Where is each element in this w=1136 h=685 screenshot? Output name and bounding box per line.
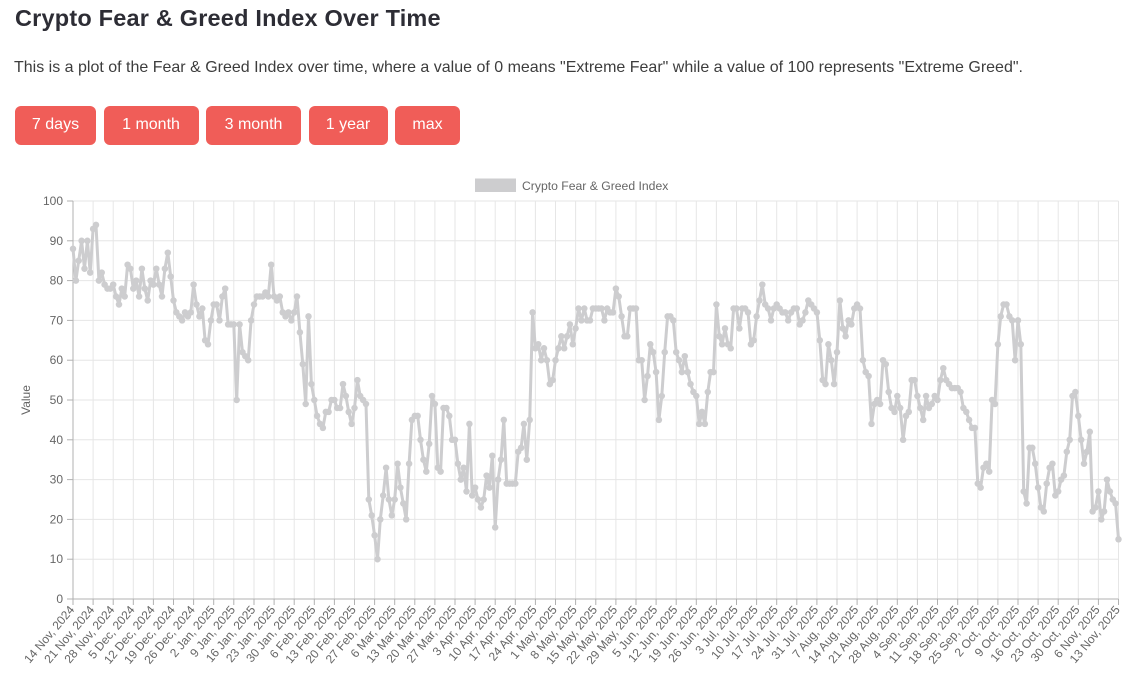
svg-text:80: 80 — [50, 274, 64, 288]
svg-text:0: 0 — [56, 592, 63, 606]
svg-text:10: 10 — [50, 552, 64, 566]
svg-text:Value: Value — [19, 385, 33, 415]
svg-text:70: 70 — [50, 313, 64, 327]
svg-text:20: 20 — [50, 512, 64, 526]
svg-text:100: 100 — [43, 194, 63, 208]
svg-text:30: 30 — [50, 473, 64, 487]
svg-text:60: 60 — [50, 353, 64, 367]
svg-text:50: 50 — [50, 393, 64, 407]
svg-text:Crypto Fear & Greed Index: Crypto Fear & Greed Index — [522, 179, 668, 193]
svg-text:90: 90 — [50, 234, 64, 248]
svg-text:40: 40 — [50, 433, 64, 447]
